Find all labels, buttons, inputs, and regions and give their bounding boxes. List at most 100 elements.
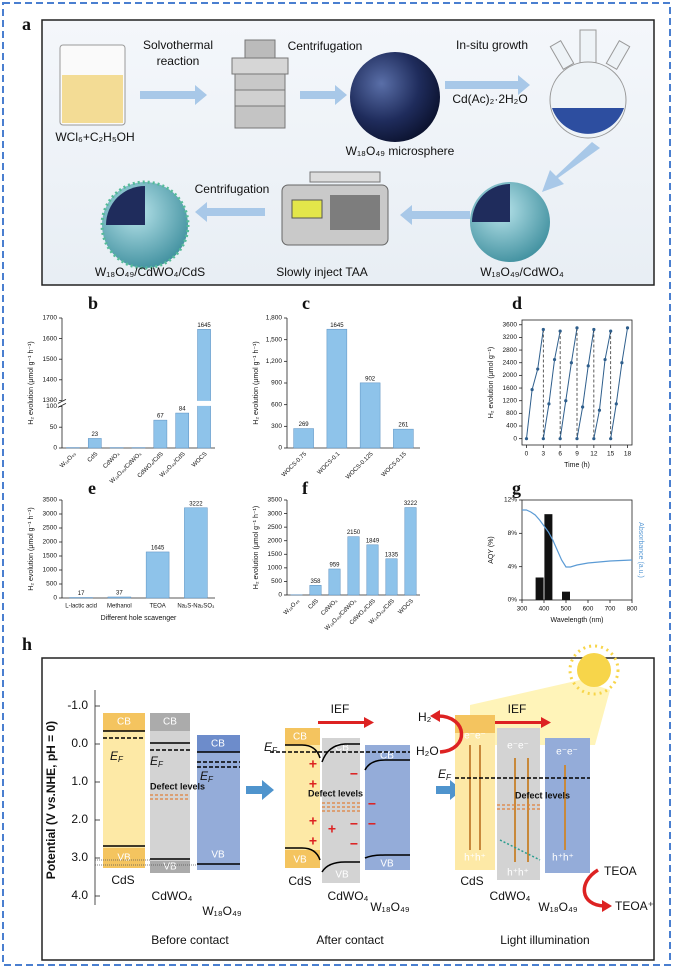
y-tick-label: 3600 [503,321,518,328]
label: 1.0 [71,774,88,788]
y-tick-label: 3000 [268,510,283,517]
data-point [553,358,556,361]
y-tick-label: 1200 [503,397,518,404]
y-tick-label: 3000 [43,511,58,518]
label: TEOA⁺ [615,899,654,913]
label: CdWO₄ [152,889,193,903]
data-line [555,331,561,359]
label: VB [335,870,349,881]
value-label: 902 [365,376,376,382]
label: CdS [460,874,483,888]
panel-a-rect [62,75,123,123]
data-line [594,410,600,438]
bar [393,429,413,448]
bar [405,508,416,595]
bar [562,592,570,600]
label: Before contact [151,933,229,947]
y-axis-label: AQY (%) [488,536,495,564]
label: TEOA [604,864,637,878]
data-point [564,399,567,402]
label: CB [293,732,307,743]
x-axis-label: Time (h) [564,462,590,469]
label: CB [211,739,225,750]
x-tick-label: TEOA [149,604,165,610]
label: CdWO₄ [490,889,531,903]
label: VB [380,859,394,870]
label: -1.0 [67,698,88,712]
data-point [615,402,618,405]
panel-label: c [302,293,310,313]
label: W₁₈O₄₉ [202,904,242,918]
x-tick-label: 600 [583,606,594,613]
panel-label: d [512,293,522,313]
y-tick-label: 1300 [43,397,58,404]
value-label: 269 [299,422,310,428]
bar [536,578,544,601]
label: Solvothermal [143,38,213,52]
value-label: 37 [116,591,123,597]
y-tick-label: 2500 [268,524,283,531]
data-point [581,405,584,408]
x-tick-label: W₁₈O₄₉ [59,451,78,470]
data-point [603,358,606,361]
value-label: 3222 [404,501,418,507]
axis-break [58,401,215,406]
data-point [598,409,601,412]
y-tick-label: 1000 [268,565,283,572]
label: Defect levels [150,781,205,791]
y-tick-label: 1600 [43,335,58,342]
panel-a-rect [235,74,285,90]
label: Centrifugation [288,39,363,53]
value-label: 23 [91,432,98,438]
y-tick-label: 1,800 [266,315,283,322]
bar [329,569,340,595]
x-tick-label: 15 [607,451,615,458]
y-tick-label: 0 [53,445,57,452]
label: Defect levels [515,790,570,800]
y-tick-label: 100 [46,403,57,410]
x-tick-label: 9 [575,451,579,458]
y-tick-label: 2500 [43,525,58,532]
label: In-situ growth [456,38,528,52]
label: WCl₆+C₂H₅OH [55,130,134,144]
x-axis-label: Different hole scavenger [101,615,177,622]
label: − [368,816,376,832]
data-line [571,328,577,363]
data-point [626,326,629,329]
panel-label: e [88,478,96,498]
y-tick-label: 1,200 [266,358,283,365]
value-label: 2150 [347,530,361,536]
label: VB [293,855,307,866]
value-label: 959 [329,563,340,569]
y-tick-label: 4% [508,563,518,570]
y-tick-label: 500 [271,578,282,585]
label: e⁻e⁻ [556,747,578,758]
label: 2.0 [71,812,88,826]
panel-h-rect [150,713,190,873]
y-tick-label: 2000 [43,539,58,546]
x-tick-label: 700 [605,606,616,613]
label: + [309,813,317,829]
y-tick-label: 1500 [43,356,58,363]
bar [184,508,207,598]
x-tick-label: CdWO₄ [320,598,339,617]
y-axis-label: H₂ evolution (μmol g⁻¹ h⁻¹) [28,341,35,424]
data-point [592,437,595,440]
x-tick-label: Methanol [107,604,132,610]
x-tick-label: CdWO₄ [102,451,121,470]
x-tick-label: 18 [624,451,632,458]
label: a [22,14,31,34]
y-tick-label: 0 [53,595,57,602]
y-tick-label: 0% [508,597,518,604]
data-line [577,407,583,439]
label: H₂ [418,710,432,724]
bar [310,585,321,595]
data-line [549,360,555,404]
y-tick-label: 600 [271,401,282,408]
data-point [536,367,539,370]
data-point [542,328,545,331]
y-axis-label: H₂ evolution (μmol g⁻¹) [488,347,495,419]
data-line [532,369,538,390]
data-line [538,329,544,369]
